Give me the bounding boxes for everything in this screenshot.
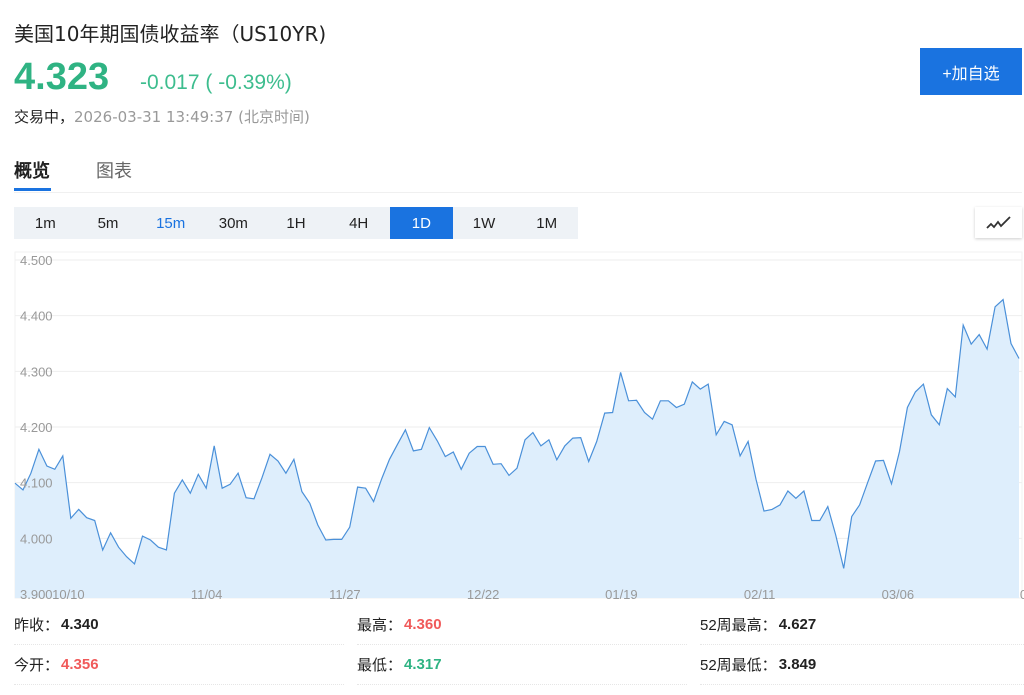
x-tick-label: 01/19 bbox=[605, 587, 638, 600]
interval-5m[interactable]: 5m bbox=[97, 214, 119, 232]
stat-item: 最低： 4.317 bbox=[357, 645, 687, 685]
y-tick-label: 4.500 bbox=[20, 253, 53, 268]
stats-grid: 昨收： 4.340 最高： 4.360 52周最高： 4.627 今开： 4.356 最低： 4.… bbox=[14, 605, 1024, 685]
stat-item: 52周最低： 3.849 bbox=[700, 645, 1024, 685]
stat-value: 4.356 bbox=[61, 656, 99, 673]
interval-30m[interactable]: 30m bbox=[218, 214, 248, 232]
y-tick-label: 4.200 bbox=[20, 420, 53, 435]
interval-4h[interactable]: 4H bbox=[349, 214, 369, 232]
status-label: 交易中， bbox=[14, 108, 75, 126]
interval-selector: 1m 5m 15m 30m 1H 4H 1D 1W 1M bbox=[14, 207, 578, 239]
interval-1d[interactable]: 1D bbox=[390, 207, 453, 239]
stat-label: 52周最低： bbox=[700, 657, 777, 674]
price-change: -0.017 ( -0.39%) bbox=[140, 71, 292, 94]
stat-label: 昨收： bbox=[14, 617, 60, 634]
add-watchlist-button[interactable]: +加自选 bbox=[920, 48, 1022, 95]
stat-value: 4.627 bbox=[778, 616, 817, 633]
divider bbox=[14, 192, 1022, 193]
line-chart-icon bbox=[985, 215, 1011, 229]
y-tick-label: 3.900 bbox=[20, 587, 53, 600]
tab-overview[interactable]: 概览 bbox=[14, 161, 50, 182]
y-tick-label: 4.400 bbox=[20, 309, 53, 324]
interval-1m[interactable]: 1m bbox=[34, 214, 56, 232]
stat-label: 最高： bbox=[357, 617, 403, 634]
stat-value: 3.849 bbox=[778, 656, 817, 673]
y-tick-label: 4.100 bbox=[20, 476, 53, 491]
x-tick-label: 03/31 bbox=[1020, 587, 1024, 600]
y-tick-label: 4.300 bbox=[20, 364, 53, 379]
stat-label: 52周最高： bbox=[700, 617, 777, 634]
stat-item: 今开： 4.356 bbox=[14, 645, 344, 685]
interval-1mo[interactable]: 1M bbox=[536, 214, 558, 232]
x-tick-label: 10/10 bbox=[52, 587, 85, 600]
stat-item: 最高： 4.360 bbox=[357, 605, 687, 645]
interval-1w[interactable]: 1W bbox=[472, 214, 496, 232]
stat-label: 今开： bbox=[14, 657, 60, 674]
chart-type-button[interactable] bbox=[975, 207, 1022, 238]
page-title: 美国10年期国债收益率（US10YR) bbox=[14, 22, 327, 46]
stat-label: 最低： bbox=[357, 657, 403, 674]
yield-chart: 4.500 4.400 4.300 4.200 4.100 4.000 3.900 10/10… bbox=[14, 251, 1024, 600]
x-tick-label: 03/06 bbox=[882, 587, 915, 600]
stat-value: 4.340 bbox=[61, 616, 99, 633]
current-price: 4.323 bbox=[14, 56, 110, 98]
x-tick-label: 02/11 bbox=[744, 587, 776, 600]
x-tick-label: 11/04 bbox=[191, 587, 223, 600]
x-tick-label: 11/27 bbox=[329, 587, 361, 600]
stat-item: 昨收： 4.340 bbox=[14, 605, 344, 645]
y-tick-label: 4.000 bbox=[20, 531, 53, 546]
trading-status: 交易中，2026-03-31 13:49:37 (北京时间) bbox=[14, 106, 310, 127]
area-fill bbox=[15, 299, 1019, 598]
interval-1h[interactable]: 1H bbox=[286, 214, 306, 232]
stat-item: 52周最高： 4.627 bbox=[700, 605, 1024, 645]
interval-15m[interactable]: 15m bbox=[156, 214, 186, 232]
stat-value: 4.317 bbox=[404, 656, 442, 673]
timestamp: 2026-03-31 13:49:37 (北京时间) bbox=[74, 108, 310, 126]
stat-value: 4.360 bbox=[404, 616, 442, 633]
series-line bbox=[14, 298, 1020, 569]
tab-chart[interactable]: 图表 bbox=[96, 161, 132, 182]
active-tab-indicator bbox=[14, 188, 51, 191]
x-tick-label: 12/22 bbox=[467, 587, 500, 600]
